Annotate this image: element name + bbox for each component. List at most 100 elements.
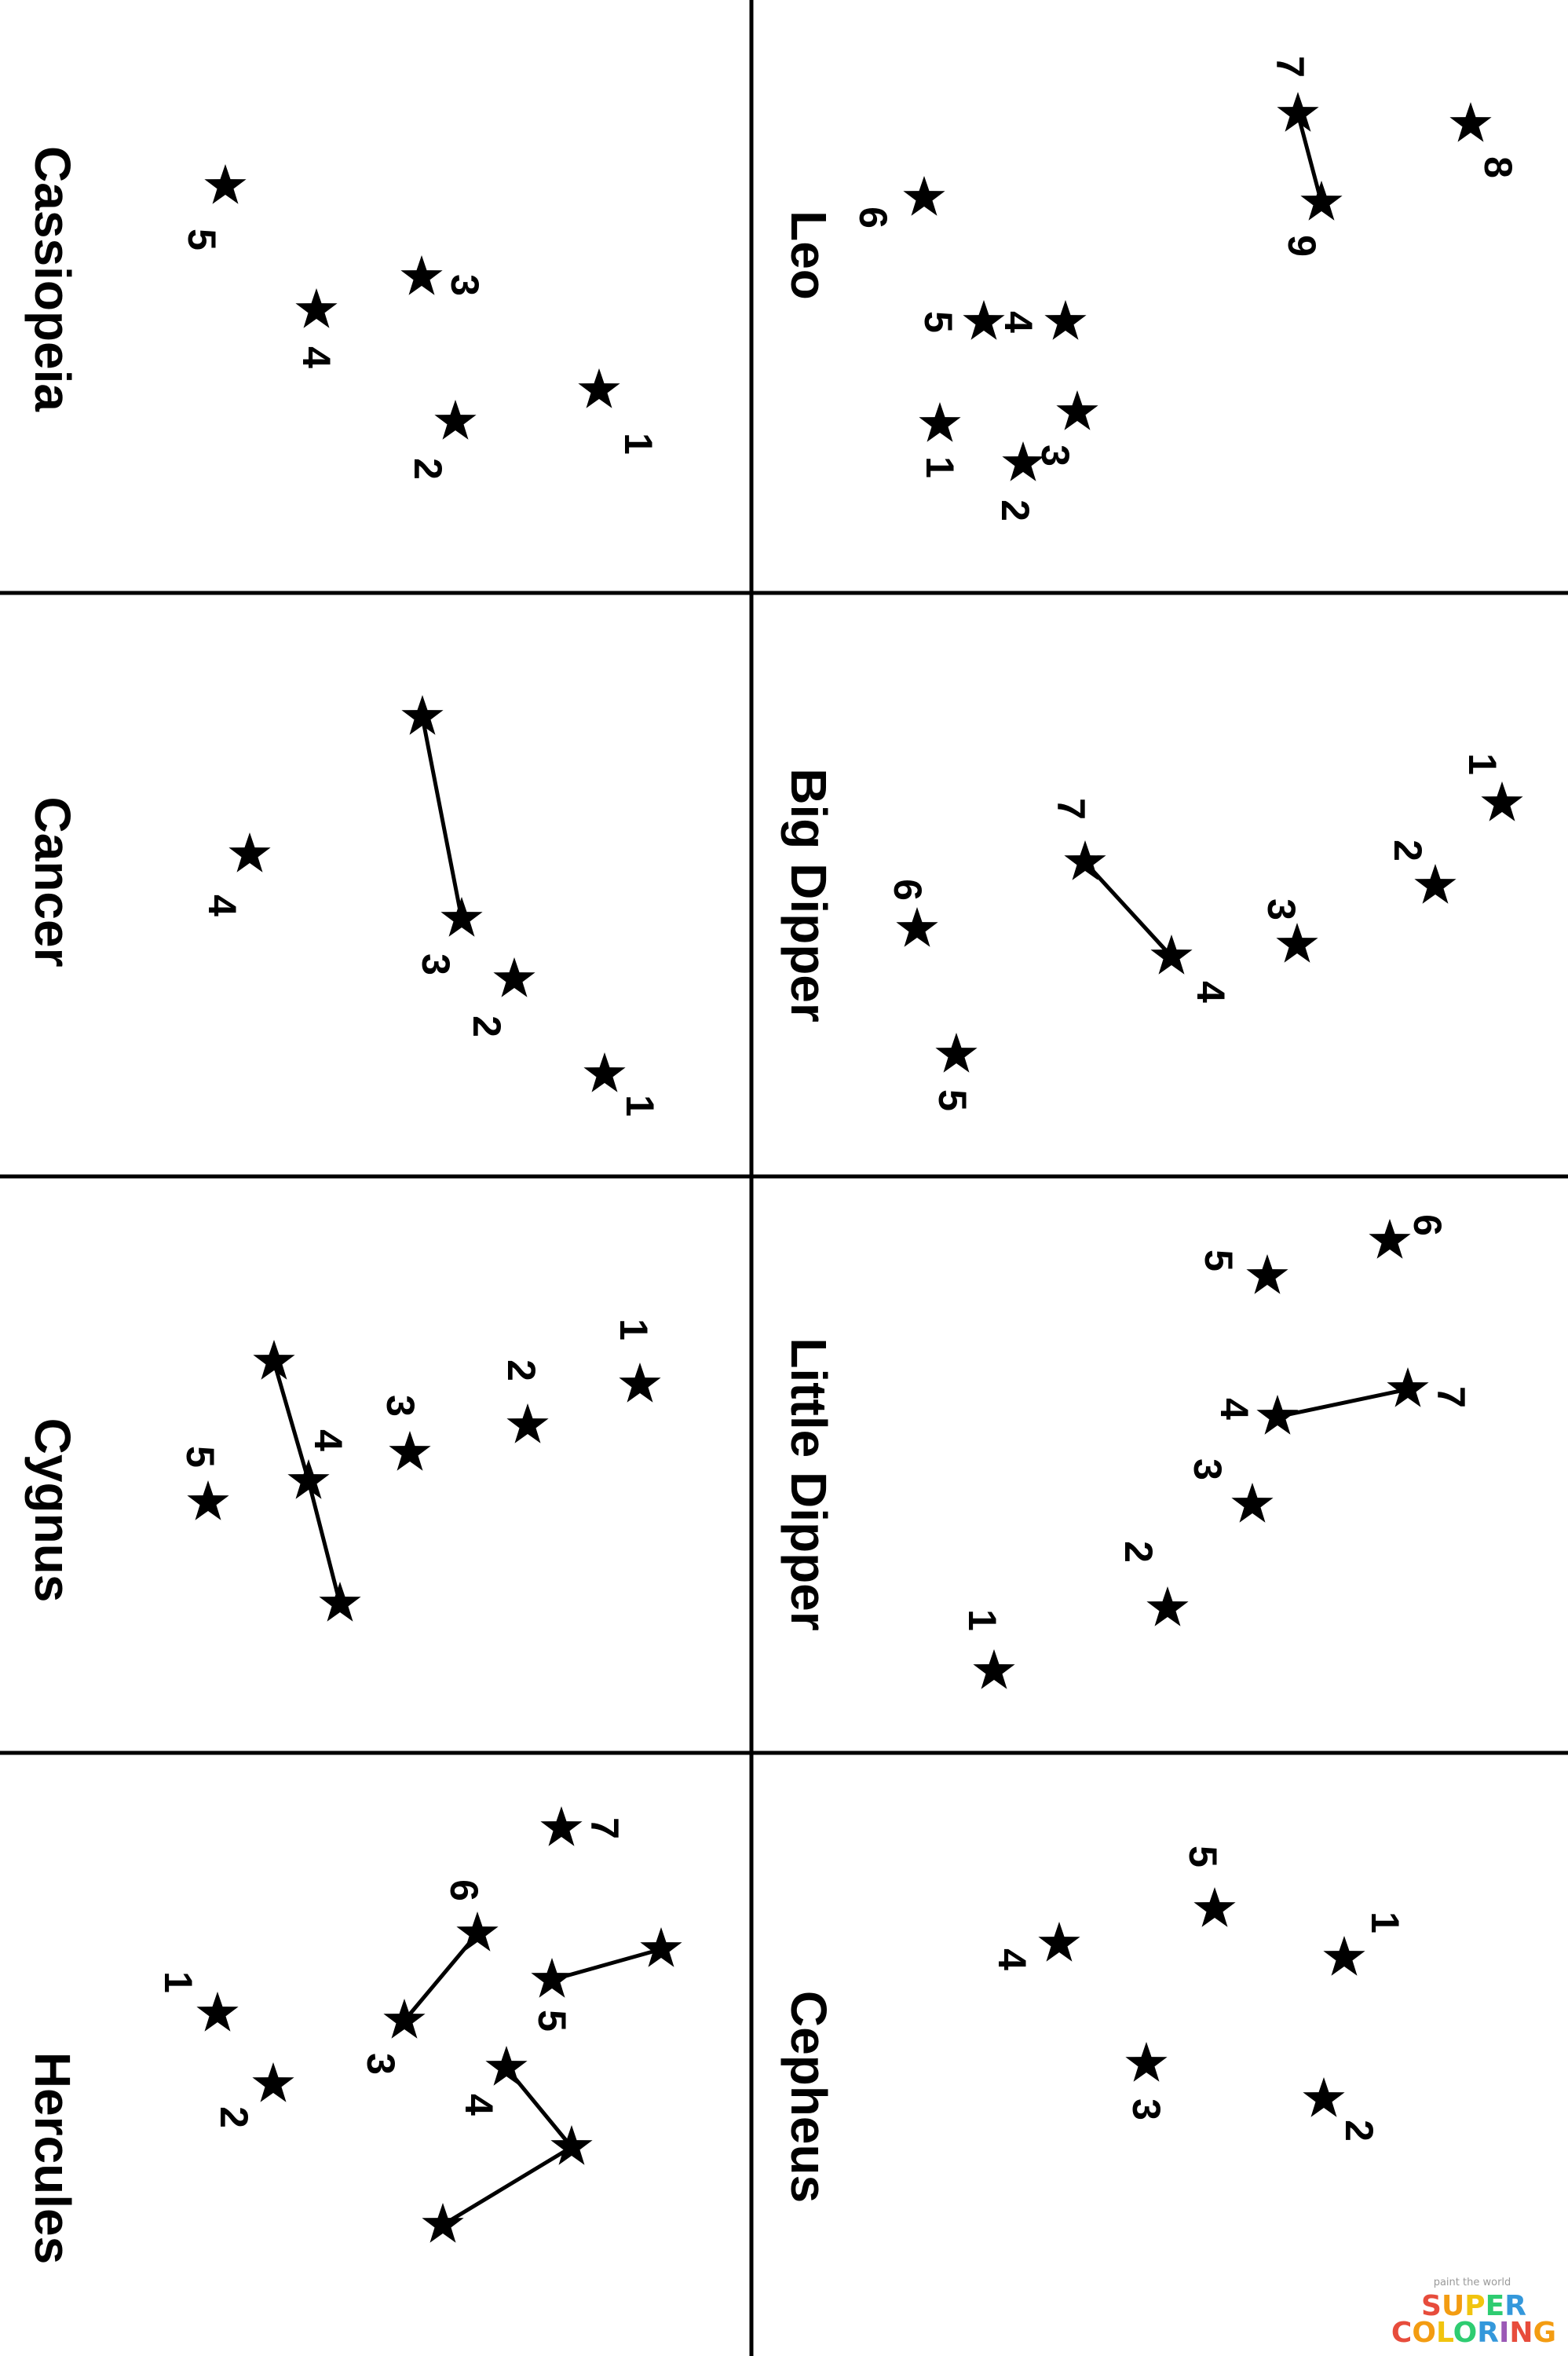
star-icon [583, 1052, 626, 1092]
cassiopeia-star-number: 5 [180, 229, 224, 251]
star-icon [196, 1992, 239, 2032]
constellation-hercules: 1 2 3 4 5 6 7 Hercules [24, 1806, 682, 2264]
star-icon [919, 402, 961, 442]
constellation-cassiopeia: 1 2 3 4 5 Cassiopeia [24, 146, 660, 480]
cepheus-star-number: 2 [1337, 2120, 1381, 2142]
hercules-star-number: 1 [156, 1971, 200, 1993]
cygnus-connecting-line-2 [306, 1479, 342, 1606]
star-icon [1277, 92, 1319, 132]
cepheus-star-number: 5 [1181, 1846, 1225, 1868]
constellation-panels: 1 2 3 4 5 6 7 8 9 Leo 1 2 3 4 5 Cassiopeia 1 2 3 4 5 6 7 Big Di… [24, 56, 1523, 2264]
star-icon [287, 1459, 330, 1499]
star-icon [963, 300, 1005, 340]
hercules-star-number: 7 [583, 1817, 627, 1839]
leo-star-number: 3 [1033, 444, 1077, 466]
hercules-star-number: 3 [359, 2053, 403, 2075]
star-icon [1246, 1254, 1288, 1294]
watermark-super-text: SUPER [1421, 2290, 1526, 2322]
big-dipper-star-number: 3 [1259, 898, 1303, 920]
star-icon [1387, 1367, 1429, 1407]
star-icon [531, 1958, 573, 1998]
star-icon [1038, 1922, 1080, 1962]
star-icon [540, 1806, 583, 1846]
star-icon [204, 164, 247, 204]
cygnus-star-number: 4 [306, 1429, 350, 1451]
star-icon [578, 368, 620, 408]
star-icon [1044, 300, 1087, 340]
cassiopeia-star-number: 3 [443, 274, 487, 296]
star-icon [253, 1340, 295, 1380]
cassiopeia-star-number: 1 [616, 433, 660, 455]
leo-star-number: 5 [916, 311, 960, 333]
star-icon [422, 2203, 464, 2243]
hercules-star-number: 2 [212, 2106, 256, 2128]
constellation-name-cancer: Cancer [24, 797, 81, 968]
big-dipper-star-number: 7 [1049, 798, 1093, 820]
watermark-tagline: paint the world [1434, 2277, 1511, 2288]
star-icon [295, 288, 338, 328]
little-dipper-star-number: 4 [1212, 1398, 1256, 1420]
star-icon [973, 1649, 1015, 1689]
star-icon [1256, 1395, 1299, 1435]
star-icon [1276, 923, 1318, 963]
leo-star-number: 7 [1268, 56, 1312, 78]
constellation-name-leo: Leo [780, 210, 837, 300]
constellation-cepheus: 1 2 3 4 5 Cepheus [780, 1846, 1407, 2203]
cassiopeia-star-number: 2 [406, 458, 450, 480]
little-dipper-star-number: 6 [1405, 1214, 1449, 1236]
cygnus-star-number: 1 [612, 1319, 656, 1341]
big-dipper-star-number: 1 [1460, 753, 1504, 775]
star-icon [1002, 441, 1044, 481]
constellation-little-dipper: 1 2 3 4 5 6 7 Little Dipper [780, 1214, 1473, 1689]
star-icon [456, 1912, 499, 1952]
big-dipper-star-number: 6 [886, 879, 930, 901]
star-icon [1150, 935, 1193, 975]
cassiopeia-star-number: 4 [294, 346, 338, 368]
cepheus-star-number: 4 [990, 1948, 1034, 1970]
star-icon [1193, 1887, 1236, 1927]
star-icon [493, 957, 535, 997]
leo-star-number: 1 [918, 456, 962, 478]
star-icon [319, 1582, 361, 1622]
constellation-name-little-dipper: Little Dipper [780, 1337, 837, 1630]
hercules-star-number: 4 [457, 2094, 501, 2116]
star-icon [903, 176, 945, 216]
cancer-connecting-line-1 [420, 715, 464, 921]
hercules-star-number: 5 [530, 2010, 574, 2032]
star-icon [1323, 1936, 1365, 1976]
star-icon [1303, 2077, 1345, 2117]
leo-star-number: 2 [993, 499, 1037, 521]
star-icon [935, 1033, 978, 1073]
constellation-cancer: 1 2 3 4 Cancer [24, 695, 662, 1117]
star-icon [1481, 781, 1523, 821]
cygnus-star-number: 3 [378, 1395, 422, 1417]
star-icon [1414, 864, 1457, 904]
constellation-name-hercules: Hercules [24, 2052, 81, 2264]
constellation-name-cepheus: Cepheus [780, 1991, 837, 2203]
star-icon [440, 897, 483, 937]
watermark-coloring-text: COLORING [1391, 2317, 1556, 2349]
star-icon [619, 1363, 661, 1403]
star-icon [187, 1480, 229, 1520]
constellation-name-cassiopeia: Cassiopeia [24, 146, 81, 412]
little-dipper-star-number: 1 [960, 1609, 1004, 1631]
star-icon [640, 1927, 682, 1967]
constellation-name-cygnus: Cygnus [24, 1418, 81, 1603]
hercules-connecting-line-4 [440, 2145, 574, 2227]
leo-star-number: 4 [996, 311, 1040, 333]
cancer-star-number: 3 [414, 953, 458, 975]
constellation-big-dipper: 1 2 3 4 5 6 7 Big Dipper [780, 753, 1523, 1111]
cygnus-star-number: 5 [178, 1446, 222, 1468]
star-icon [485, 2046, 528, 2086]
star-icon [506, 1403, 549, 1443]
cygnus-star-number: 2 [499, 1359, 543, 1381]
star-icon [1125, 2042, 1168, 2082]
star-icon [1300, 181, 1343, 221]
hercules-star-number: 6 [442, 1879, 486, 1901]
cygnus-connecting-line-1 [272, 1359, 311, 1483]
star-icon [1064, 840, 1106, 880]
star-icon [434, 400, 477, 440]
star-icon [1369, 1219, 1411, 1259]
